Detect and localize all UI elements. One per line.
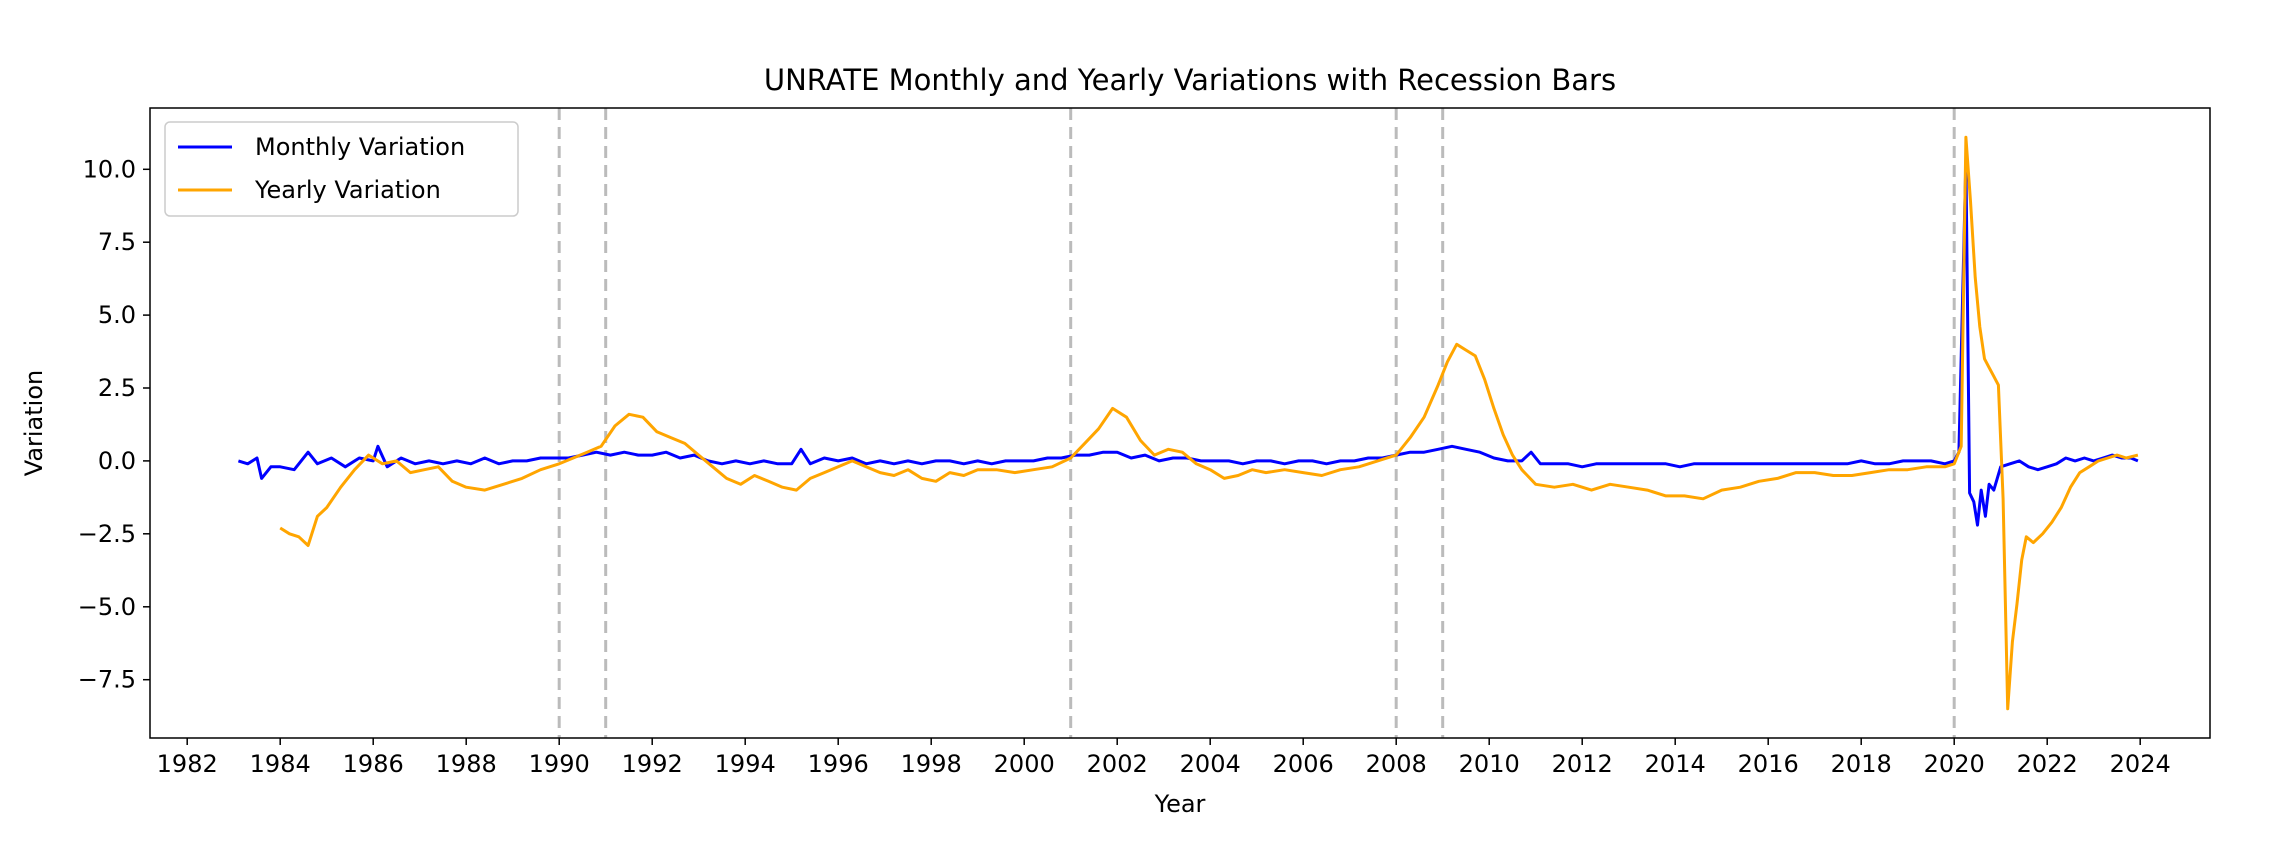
x-tick-label: 2004 [1180, 750, 1241, 778]
x-tick-label: 2000 [994, 750, 1055, 778]
chart-title: UNRATE Monthly and Yearly Variations wit… [764, 63, 1616, 97]
x-tick-label: 2012 [1552, 750, 1613, 778]
y-tick-label: 5.0 [98, 301, 136, 329]
yearly-variation-line [279, 135, 2139, 711]
y-axis-title: Variation [20, 370, 48, 476]
x-axis: 1982 1984 1986 1988 1990 1992 1994 1996 1998 2000… [157, 738, 2171, 778]
x-tick-label: 1992 [622, 750, 683, 778]
x-tick-label: 1986 [343, 750, 404, 778]
legend-label-yearly: Yearly Variation [254, 176, 441, 204]
x-tick-label: 1984 [250, 750, 311, 778]
x-tick-label: 2006 [1273, 750, 1334, 778]
y-tick-label: −7.5 [78, 666, 136, 694]
x-tick-label: 1998 [901, 750, 962, 778]
y-tick-label: 2.5 [98, 374, 136, 402]
y-tick-label: 7.5 [98, 228, 136, 256]
x-tick-label: 2010 [1459, 750, 1520, 778]
y-axis: −7.5 −5.0 −2.5 0.0 2.5 5.0 7.5 10.0 [78, 155, 150, 694]
plot-frame [149, 107, 2211, 739]
y-tick-label: −5.0 [78, 593, 136, 621]
x-tick-label: 2016 [1738, 750, 1799, 778]
y-tick-label: 10.0 [83, 155, 136, 183]
legend-box [164, 121, 519, 217]
y-tick-label: 0.0 [98, 447, 136, 475]
series-lines-group [237, 135, 2139, 711]
x-tick-label: 2002 [1087, 750, 1148, 778]
x-tick-label: 1990 [529, 750, 590, 778]
y-tick-label: −2.5 [78, 520, 136, 548]
x-tick-label: 2022 [2017, 750, 2078, 778]
x-tick-label: 2014 [1645, 750, 1706, 778]
monthly-variation-line [237, 159, 2139, 527]
x-tick-label: 2008 [1366, 750, 1427, 778]
legend: Monthly Variation Yearly Variation [164, 121, 519, 217]
x-tick-label: 2020 [1924, 750, 1985, 778]
x-tick-label: 1988 [436, 750, 497, 778]
x-axis-title: Year [1154, 790, 1206, 818]
legend-label-monthly: Monthly Variation [255, 133, 465, 161]
x-tick-label: 1996 [808, 750, 869, 778]
x-tick-label: 2024 [2110, 750, 2171, 778]
x-tick-label: 1994 [715, 750, 776, 778]
x-tick-label: 2018 [1831, 750, 1892, 778]
x-tick-label: 1982 [157, 750, 218, 778]
recession-lines-group [557, 108, 1956, 738]
